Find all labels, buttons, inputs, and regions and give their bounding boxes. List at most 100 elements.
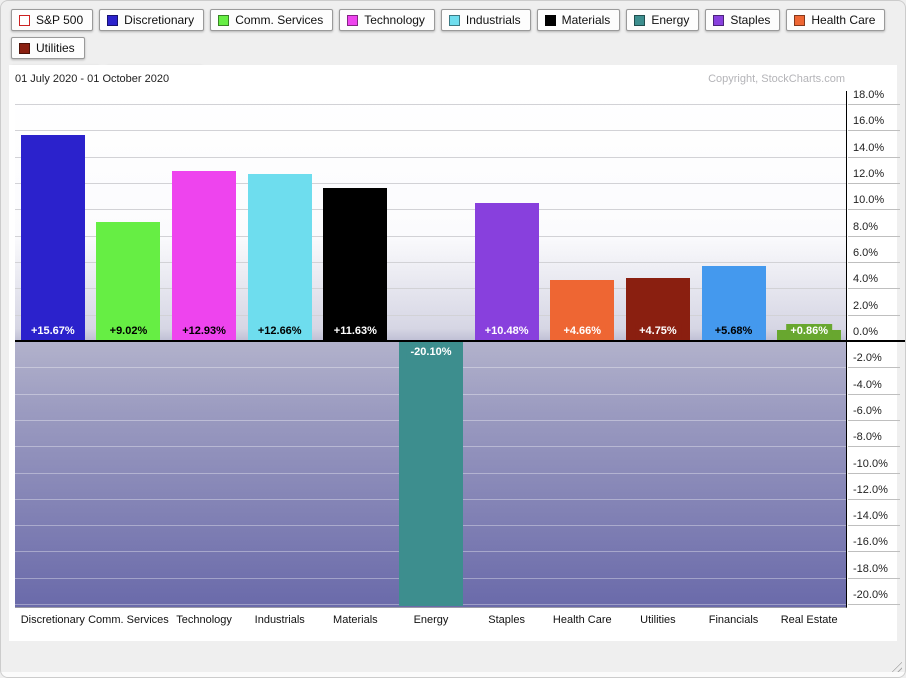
bottom-strip (1, 672, 905, 677)
checked-swatch-icon (19, 42, 30, 54)
tick-line (848, 130, 900, 132)
chart-paper: 01 July 2020 - 01 October 2020 Copyright… (9, 65, 905, 641)
gridline (15, 156, 846, 158)
tick-line (848, 314, 900, 316)
gridline (15, 235, 846, 237)
copyright-label: Copyright, StockCharts.com (708, 73, 845, 85)
y-tick-label: -18.0% (853, 562, 888, 575)
y-tick-label: -2.0% (853, 352, 882, 365)
x-tick-label-technology: Technology (176, 614, 232, 626)
checked-swatch-icon (448, 14, 460, 26)
tick-line (848, 525, 900, 527)
y-tick-label: -4.0% (853, 378, 882, 391)
tick-line (848, 104, 900, 106)
y-tick-label: 18.0% (853, 89, 885, 102)
bar-value-label-energy: -20.10% (406, 344, 456, 360)
bar-value-label-discretionary: +15.67% (26, 323, 79, 339)
legend-item-label: Industrials (465, 13, 521, 27)
zero-baseline (15, 339, 905, 342)
legend-item-health-care[interactable]: Health Care (786, 9, 886, 31)
legend-item-discretionary[interactable]: Discretionary (99, 9, 205, 31)
bar-discretionary (20, 134, 85, 341)
plot-area: +15.67% +9.02% +12.93% +12.66% +11.63% -20.10… (15, 91, 847, 608)
bar-value-label-industrials: +12.66% (253, 323, 306, 339)
bar-value-label-staples: +10.48% (480, 323, 533, 339)
legend-item-label: Discretionary (124, 13, 195, 27)
x-tick-label-energy: Energy (413, 614, 449, 626)
tick-line (848, 446, 900, 448)
x-tick-label-comm-services: Comm. Services (88, 614, 169, 626)
checked-swatch-icon (794, 14, 806, 26)
tick-line (848, 551, 900, 553)
checked-swatch-icon (218, 14, 230, 26)
x-tick-label-industrials: Industrials (254, 614, 305, 626)
legend-item-label: Staples (730, 13, 771, 27)
legend-row-1: S&P 500 Discretionary Comm. Services Techno… (11, 9, 899, 59)
y-tick-label: -6.0% (853, 404, 882, 417)
tick-line (848, 419, 900, 421)
legend-item-label: Technology (364, 13, 425, 27)
y-tick-label: 10.0% (853, 194, 885, 207)
legend-item-industrials[interactable]: Industrials (440, 9, 531, 31)
bar-staples (474, 203, 539, 341)
checked-swatch-icon (634, 14, 646, 26)
y-tick-label: -20.0% (853, 589, 888, 602)
y-tick-label: 14.0% (853, 141, 885, 154)
tick-line (848, 472, 900, 474)
legend-item-materials[interactable]: Materials (536, 9, 621, 31)
bar-value-label-utilities: +4.75% (635, 323, 681, 339)
gridline (15, 209, 846, 211)
y-tick-label: 16.0% (853, 115, 885, 128)
tick-line (848, 577, 900, 579)
tick-line (848, 498, 900, 500)
tick-line (848, 262, 900, 264)
gridline (15, 130, 846, 132)
y-tick-label: -10.0% (853, 457, 888, 470)
legend-item-comm-services[interactable]: Comm. Services (210, 9, 334, 31)
x-tick-label-staples: Staples (488, 614, 525, 626)
gridline (15, 183, 846, 185)
bar-value-label-technology: +12.93% (178, 323, 230, 339)
legend-item-label: Materials (561, 13, 611, 27)
legend-item-label: Energy (651, 13, 690, 27)
tick-line (848, 288, 900, 290)
x-tick-label-utilities: Utilities (640, 614, 676, 626)
x-tick-label-discretionary: Discretionary (20, 614, 85, 626)
y-tick-label: 8.0% (853, 220, 879, 233)
legend-item-label: Health Care (811, 13, 876, 27)
bar-energy (399, 341, 463, 607)
legend-item-technology[interactable]: Technology (339, 9, 435, 31)
bar-value-label-materials: +11.63% (329, 323, 381, 339)
bar-materials (323, 187, 388, 341)
y-tick-label: 6.0% (853, 247, 879, 260)
tick-line (848, 156, 900, 158)
bar-industrials (247, 174, 312, 341)
unchecked-swatch-icon (19, 14, 30, 26)
tick-line (848, 235, 900, 237)
x-tick-label-materials: Materials (333, 614, 378, 626)
y-tick-label: 0.0% (853, 325, 879, 338)
legend-item-staples[interactable]: Staples (705, 9, 781, 31)
x-tick-label-health-care: Health Care (552, 614, 612, 626)
tick-line (848, 604, 900, 606)
tick-line (848, 367, 900, 369)
y-tick-label: 12.0% (853, 168, 885, 181)
legend-item-energy[interactable]: Energy (626, 9, 700, 31)
gridline (15, 262, 846, 264)
legend-item-s-p-500[interactable]: S&P 500 (11, 9, 94, 31)
y-tick-label: 4.0% (853, 273, 879, 286)
legend-item-label: Comm. Services (235, 13, 324, 27)
tick-line (848, 183, 900, 185)
gridline (15, 288, 846, 290)
gridline (15, 104, 846, 106)
legend-item-utilities[interactable]: Utilities (11, 37, 85, 59)
gridline (15, 314, 846, 316)
legend-item-label: Utilities (36, 41, 75, 55)
y-tick-label: 2.0% (853, 299, 879, 312)
checked-swatch-icon (107, 14, 119, 26)
bar-value-label-financials: +5.68% (710, 323, 757, 339)
y-tick-label: -8.0% (853, 431, 882, 444)
tick-line (848, 393, 900, 395)
y-tick-label: -16.0% (853, 536, 888, 549)
checked-swatch-icon (713, 14, 725, 26)
